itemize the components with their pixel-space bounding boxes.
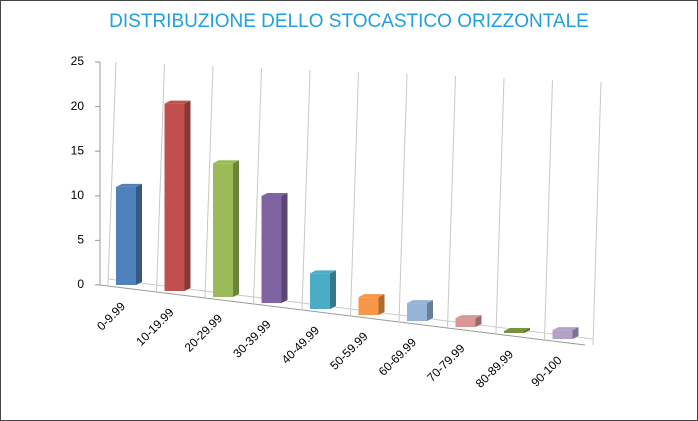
bar-top (358, 294, 385, 298)
wall-grid-line (204, 65, 214, 298)
bar-front (310, 273, 330, 309)
bar-front (455, 318, 476, 327)
bar-side (330, 270, 336, 309)
wall-grid-line (107, 61, 117, 286)
y-tick-label: 10 (71, 188, 85, 202)
bar-front (552, 330, 573, 339)
bar-top (116, 183, 142, 187)
bar-top (310, 270, 336, 274)
bar-top (213, 160, 239, 164)
wall-grid-line (156, 63, 165, 292)
bar-top (261, 192, 288, 196)
bar (213, 160, 239, 297)
bar (116, 183, 142, 285)
y-tick-label: 20 (71, 99, 85, 113)
bar-front (116, 186, 136, 285)
bar (261, 192, 288, 303)
y-tick-label: 5 (77, 233, 84, 247)
bar-side (475, 315, 482, 327)
bar-side (136, 183, 142, 285)
wall-grid-line (495, 77, 505, 334)
bar-front (164, 103, 185, 292)
wall-grid-line (350, 71, 359, 316)
bar-front (407, 303, 427, 321)
bar-side (524, 328, 530, 333)
bar-side (572, 327, 579, 339)
y-tick-label: 15 (71, 143, 85, 157)
wall-grid-line (544, 79, 553, 340)
bar-top (504, 328, 530, 331)
wall-grid-line (447, 75, 456, 328)
bar-front (504, 331, 524, 333)
wall-grid-line (398, 73, 408, 322)
bar-front (261, 195, 282, 303)
wall-grid-line (592, 81, 602, 346)
wall-grid-line (253, 67, 262, 304)
bar (358, 294, 385, 315)
bar-top (407, 300, 433, 304)
floor-edge (99, 284, 586, 346)
bar-front (358, 297, 379, 315)
bar-side (233, 160, 239, 297)
bar (310, 270, 336, 309)
bar-side (427, 300, 433, 321)
bar (455, 315, 482, 327)
y-tick-label: 25 (71, 54, 85, 68)
bar (552, 327, 579, 339)
bar-side (281, 192, 288, 303)
bar-top (552, 327, 579, 331)
chart-title: DISTRIBUZIONE DELLO STOCASTICO ORIZZONTA… (109, 11, 589, 32)
y-tick-label: 0 (77, 277, 84, 291)
bar (504, 328, 530, 333)
wall-grid-line (301, 69, 311, 310)
bar-side (184, 100, 191, 292)
bar-front (213, 163, 233, 297)
bar (164, 100, 191, 292)
bar (407, 300, 433, 321)
bar-side (378, 294, 385, 315)
bar-top (455, 315, 482, 319)
bar-top (164, 100, 191, 104)
